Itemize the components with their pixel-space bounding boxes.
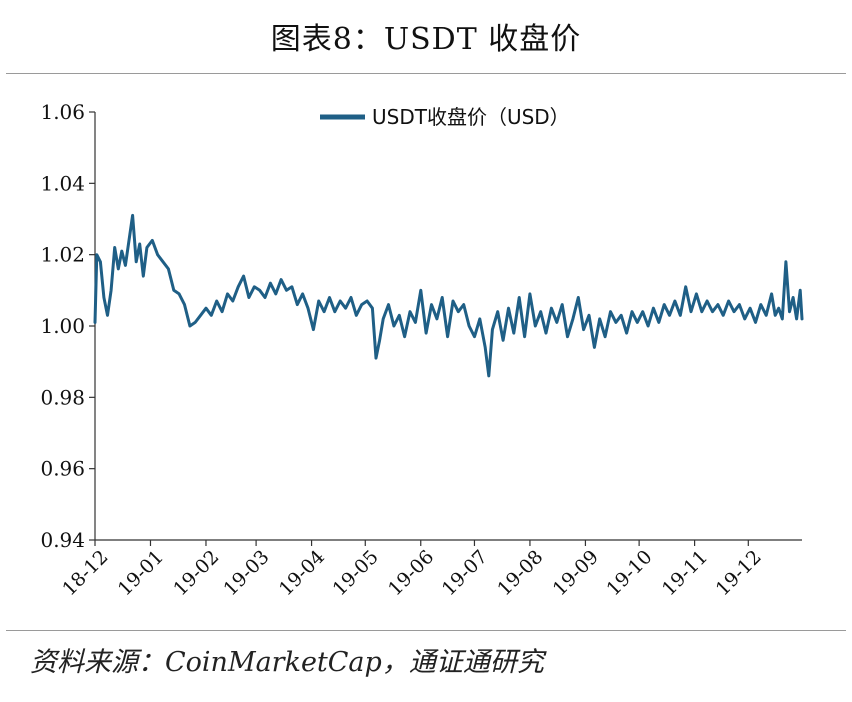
y-tick-label: 0.98 [40,385,85,409]
series-line-usdt [93,213,804,378]
x-tick-label: 19-09 [549,546,603,600]
source-note: 资料来源：CoinMarketCap，通证通研究 [30,647,544,678]
x-tick-label: 19-08 [493,546,547,600]
y-tick-label: 1.00 [40,314,85,338]
x-tick-label: 19-07 [438,546,492,600]
chart-series-group [93,213,804,378]
x-tick-label: 19-12 [712,546,766,600]
y-tick-label: 1.06 [40,100,85,124]
chart-legend: USDT收盘价（USD） [320,105,570,129]
x-tick-label: 19-01 [114,546,168,600]
x-tick-label: 19-02 [169,546,223,600]
source-divider [6,630,846,631]
chart-title: 图表8：USDT 收盘价 [270,22,582,57]
x-tick-label: 18-12 [58,546,112,600]
x-tick-label: 19-11 [658,546,712,600]
x-tick-label: 19-10 [602,546,656,600]
y-tick-label: 1.02 [40,243,85,267]
x-tick-label: 19-03 [219,546,273,600]
x-tick-label: 19-04 [275,546,329,600]
x-tick-label: 19-06 [384,546,438,600]
legend-label: USDT收盘价（USD） [372,105,570,129]
y-tick-label: 1.04 [40,171,85,195]
x-tick-label: 19-05 [329,546,383,600]
title-divider [6,73,846,74]
y-tick-label: 0.96 [40,457,85,481]
y-tick-label: 0.94 [40,528,85,552]
